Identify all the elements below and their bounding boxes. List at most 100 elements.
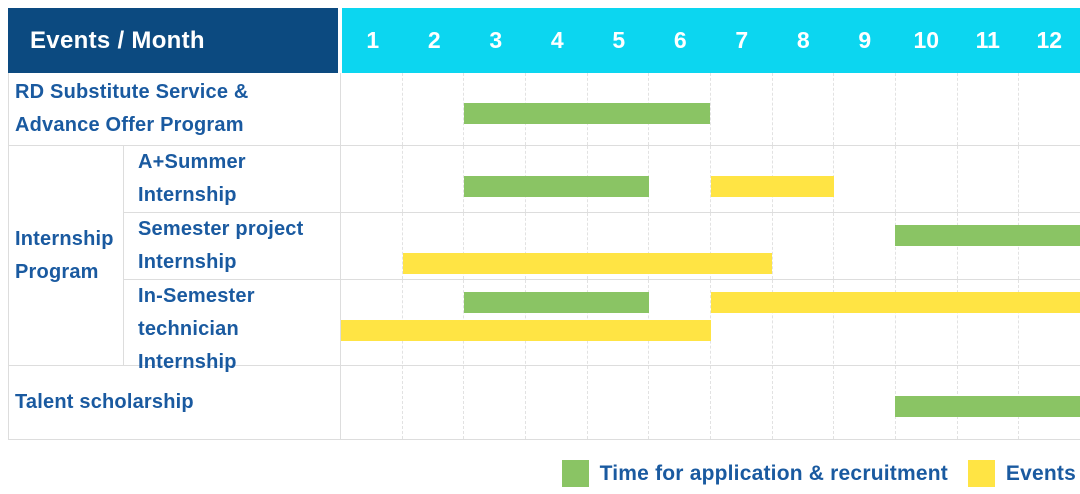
table-body: RD Substitute Service & Advance Offer Pr… <box>8 73 1080 440</box>
timeline-grid <box>340 73 1080 145</box>
month-cell <box>710 73 772 145</box>
month-header-3: 3 <box>489 27 503 53</box>
legend-item-recruitment: Time for application & recruitment <box>561 460 948 487</box>
month-cell <box>648 213 710 279</box>
table-row: RD Substitute Service & Advance Offer Pr… <box>9 73 1080 146</box>
recruitment-period-bar <box>895 396 1080 417</box>
month-cell <box>648 366 710 439</box>
group-label-line: Internship <box>15 227 114 250</box>
month-cell <box>771 213 834 279</box>
month-cell <box>1018 73 1080 145</box>
legend: Time for application & recruitment Event… <box>561 460 1076 487</box>
month-cell <box>401 146 464 212</box>
row-label-semester-project: Semester project Internship <box>124 213 340 279</box>
month-cell <box>710 366 772 439</box>
month-header-2: 2 <box>427 27 441 53</box>
recruitment-period-bar <box>464 292 649 313</box>
month-cell <box>710 280 772 379</box>
row-label-in-semester-technician: In-Semester technician Internship <box>124 280 340 379</box>
month-cell <box>956 146 1019 212</box>
month-cell <box>771 73 834 145</box>
month-cell <box>648 146 710 212</box>
events-period-bar <box>402 253 773 274</box>
events-color-swatch <box>967 460 995 487</box>
month-cell <box>895 146 957 212</box>
month-cell <box>401 73 464 145</box>
month-cell <box>586 366 649 439</box>
month-cell <box>463 366 525 439</box>
month-cell <box>710 213 772 279</box>
month-header-row: 1 2 3 4 5 6 7 8 9 10 11 12 <box>342 8 1080 73</box>
row-label-line: Internship <box>138 251 237 273</box>
month-cell <box>341 73 402 145</box>
recruitment-period-bar <box>895 225 1080 246</box>
month-cell <box>401 366 464 439</box>
month-cell <box>586 213 649 279</box>
month-cell <box>956 73 1019 145</box>
group-label-line: Program <box>15 260 99 283</box>
month-cell <box>833 146 895 212</box>
month-cell <box>956 280 1019 379</box>
month-cell <box>1018 146 1080 212</box>
month-gridlines <box>341 213 1080 279</box>
legend-label-events: Events <box>1005 461 1076 485</box>
events-period-bar <box>341 320 711 341</box>
group-label-internship-program: Internship Program <box>9 146 124 365</box>
month-header-4: 4 <box>550 27 564 53</box>
group-subrows: A+Summer Internship Semester project Int… <box>124 146 1080 379</box>
row-label-line: technician Internship <box>138 318 239 373</box>
month-cell <box>341 366 402 439</box>
row-label-line: Advance Offer Program <box>15 114 244 136</box>
row-label-line: A+Summer <box>138 151 246 173</box>
row-label-line: Semester project <box>138 218 304 240</box>
month-cell <box>771 280 834 379</box>
recruitment-period-bar <box>464 103 711 124</box>
row-label-talent-scholarship: Talent scholarship <box>9 366 340 439</box>
month-header-5: 5 <box>612 27 626 53</box>
month-cell <box>341 213 402 279</box>
timeline-grid <box>340 280 1080 379</box>
row-label-line: In-Semester <box>138 285 255 307</box>
month-header-9: 9 <box>858 27 872 53</box>
month-header-12: 12 <box>1036 27 1063 53</box>
month-header-7: 7 <box>735 27 749 53</box>
row-label-line: Internship <box>138 184 237 206</box>
month-header-10: 10 <box>913 27 940 53</box>
month-header-11: 11 <box>975 27 1000 53</box>
timeline-grid <box>340 146 1080 212</box>
table-header: Events / Month 1 2 3 4 5 6 7 8 9 10 11 1… <box>8 8 1080 73</box>
month-cell <box>956 213 1019 279</box>
timeline-grid <box>340 213 1080 279</box>
month-cell <box>771 366 834 439</box>
row-label-a-summer: A+Summer Internship <box>124 146 340 212</box>
month-cell <box>895 280 957 379</box>
month-cell <box>895 73 957 145</box>
recruitment-period-bar <box>464 176 649 197</box>
month-cell <box>463 73 525 145</box>
month-header-8: 8 <box>796 27 810 53</box>
table-row: In-Semester technician Internship <box>124 279 1080 379</box>
table-row: Semester project Internship <box>124 212 1080 279</box>
month-cell <box>463 146 525 212</box>
table-row-group-internship: Internship Program A+Summer Internship S… <box>9 146 1080 379</box>
timeline-grid <box>340 366 1080 439</box>
month-cell <box>525 366 587 439</box>
month-header-1: 1 <box>366 27 380 53</box>
month-cell <box>401 213 464 279</box>
row-label-line: Talent scholarship <box>15 391 194 413</box>
month-cell <box>1018 213 1080 279</box>
events-period-bar <box>710 292 1080 313</box>
month-cell <box>833 213 895 279</box>
month-cell <box>833 73 895 145</box>
month-cell <box>833 280 895 379</box>
month-cell <box>1018 280 1080 379</box>
row-label-rd-substitute: RD Substitute Service & Advance Offer Pr… <box>9 73 340 145</box>
month-cell <box>525 213 587 279</box>
recruitment-color-swatch <box>561 460 589 487</box>
events-month-header-cell: Events / Month <box>8 8 338 73</box>
month-cell <box>341 146 402 212</box>
gantt-table: Events / Month 1 2 3 4 5 6 7 8 9 10 11 1… <box>8 8 1080 440</box>
month-header-6: 6 <box>673 27 687 53</box>
month-cell <box>833 366 895 439</box>
